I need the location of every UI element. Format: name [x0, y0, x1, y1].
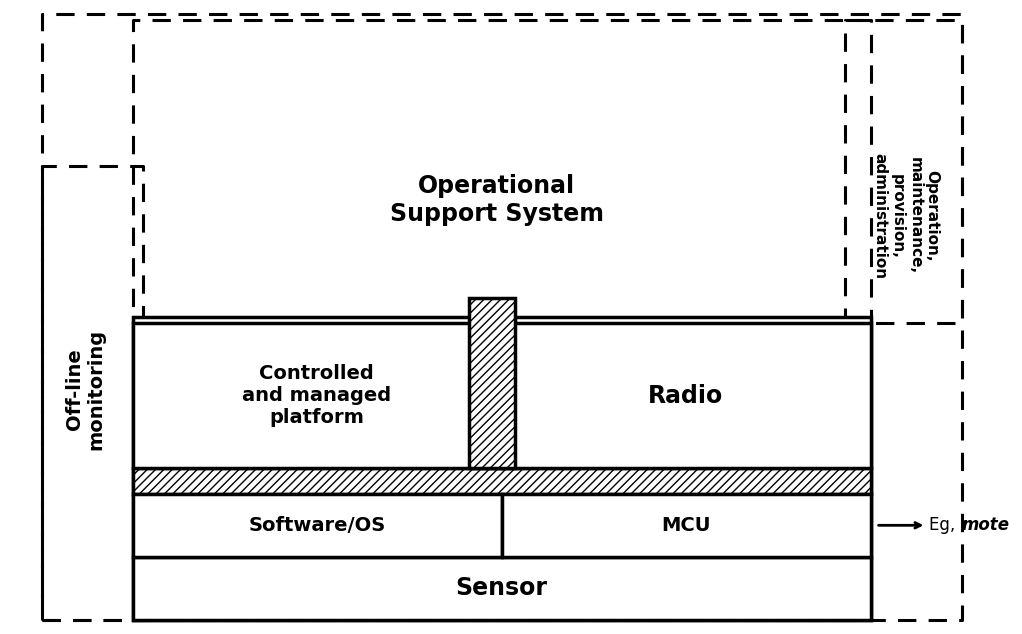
Bar — [133, 494, 502, 557]
Bar — [133, 317, 871, 620]
Text: Off-line
monitoring: Off-line monitoring — [64, 329, 106, 450]
Text: Operational
Support System: Operational Support System — [389, 174, 604, 226]
Text: Software/OS: Software/OS — [248, 516, 385, 535]
Bar — [469, 298, 515, 469]
Bar — [502, 494, 871, 557]
Bar — [133, 323, 502, 469]
Bar — [133, 469, 871, 494]
Text: Eg,: Eg, — [929, 516, 961, 534]
Text: Sensor: Sensor — [456, 576, 548, 600]
Bar — [502, 323, 871, 469]
Text: Operation,
maintenance,
provision,
administration: Operation, maintenance, provision, admin… — [873, 153, 939, 279]
Bar — [133, 557, 871, 620]
Text: mote: mote — [962, 516, 1010, 534]
Text: Radio: Radio — [648, 384, 724, 408]
Text: MCU: MCU — [661, 516, 710, 535]
Text: Controlled
and managed
platform: Controlled and managed platform — [242, 365, 391, 427]
